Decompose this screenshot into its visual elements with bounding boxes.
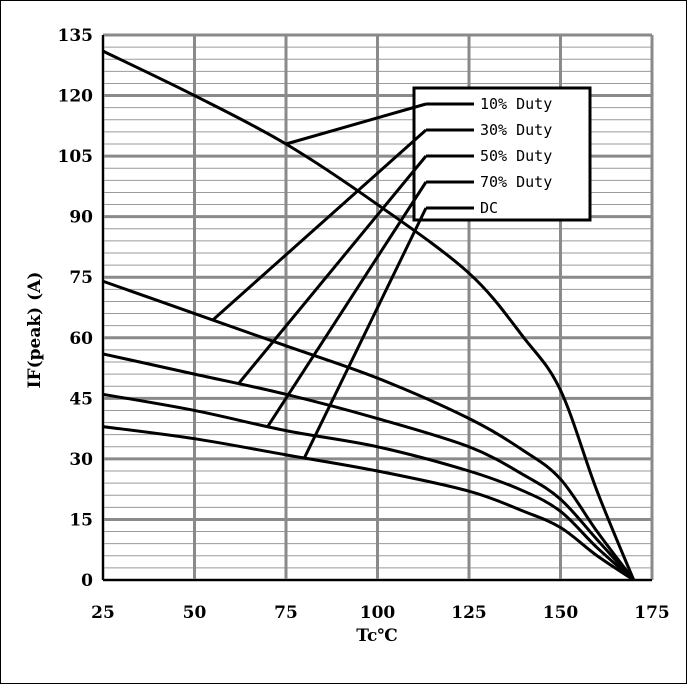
- legend-label: DC: [480, 199, 498, 217]
- y-tick-label: 135: [58, 26, 94, 46]
- y-tick-label: 105: [58, 147, 94, 167]
- y-tick-label: 30: [69, 450, 93, 470]
- legend-label: 10% Duty: [480, 95, 552, 113]
- x-tick-label: 50: [183, 603, 207, 623]
- y-tick-label: 45: [69, 389, 93, 409]
- x-tick-label: 175: [634, 603, 670, 623]
- series-line: [102, 49, 636, 581]
- legend-leader-line: [266, 181, 428, 428]
- x-tick-label: 100: [360, 603, 396, 623]
- legend: 10% Duty 30% Duty 50% Duty 70% Duty DC: [211, 86, 592, 459]
- y-axis-title: IF(peak) (A): [25, 272, 45, 389]
- y-tick-label: 15: [69, 510, 93, 530]
- y-tick-label: 75: [69, 268, 93, 288]
- x-axis-title: Tc℃: [356, 626, 397, 646]
- legend-label: 30% Duty: [480, 121, 552, 139]
- legend-label: 50% Duty: [480, 147, 552, 165]
- series-line: [102, 279, 635, 581]
- y-tick-label: 60: [69, 329, 93, 349]
- series-lines: [102, 49, 636, 582]
- x-tick-label: 150: [543, 603, 579, 623]
- legend-leader-line: [211, 128, 427, 322]
- series-line: [102, 392, 635, 582]
- legend-box: [412, 86, 592, 222]
- y-tick-label: 0: [81, 571, 93, 591]
- series-line: [102, 352, 635, 582]
- legend-leader-line: [237, 155, 428, 385]
- x-tick-labels: 25 50 75 100 125 150 175: [91, 603, 670, 623]
- y-tick-label: 120: [58, 87, 94, 107]
- x-tick-label: 25: [91, 603, 115, 623]
- x-tick-label: 75: [274, 603, 298, 623]
- legend-label: 70% Duty: [480, 173, 552, 191]
- y-tick-labels: 0 15 30 45 60 75 90 105 120 135: [58, 26, 94, 591]
- y-tick-label: 90: [69, 208, 93, 228]
- x-tick-label: 125: [451, 603, 487, 623]
- series-line: [102, 425, 635, 582]
- legend-leader-line: [285, 102, 427, 146]
- legend-leader-line: [302, 207, 428, 459]
